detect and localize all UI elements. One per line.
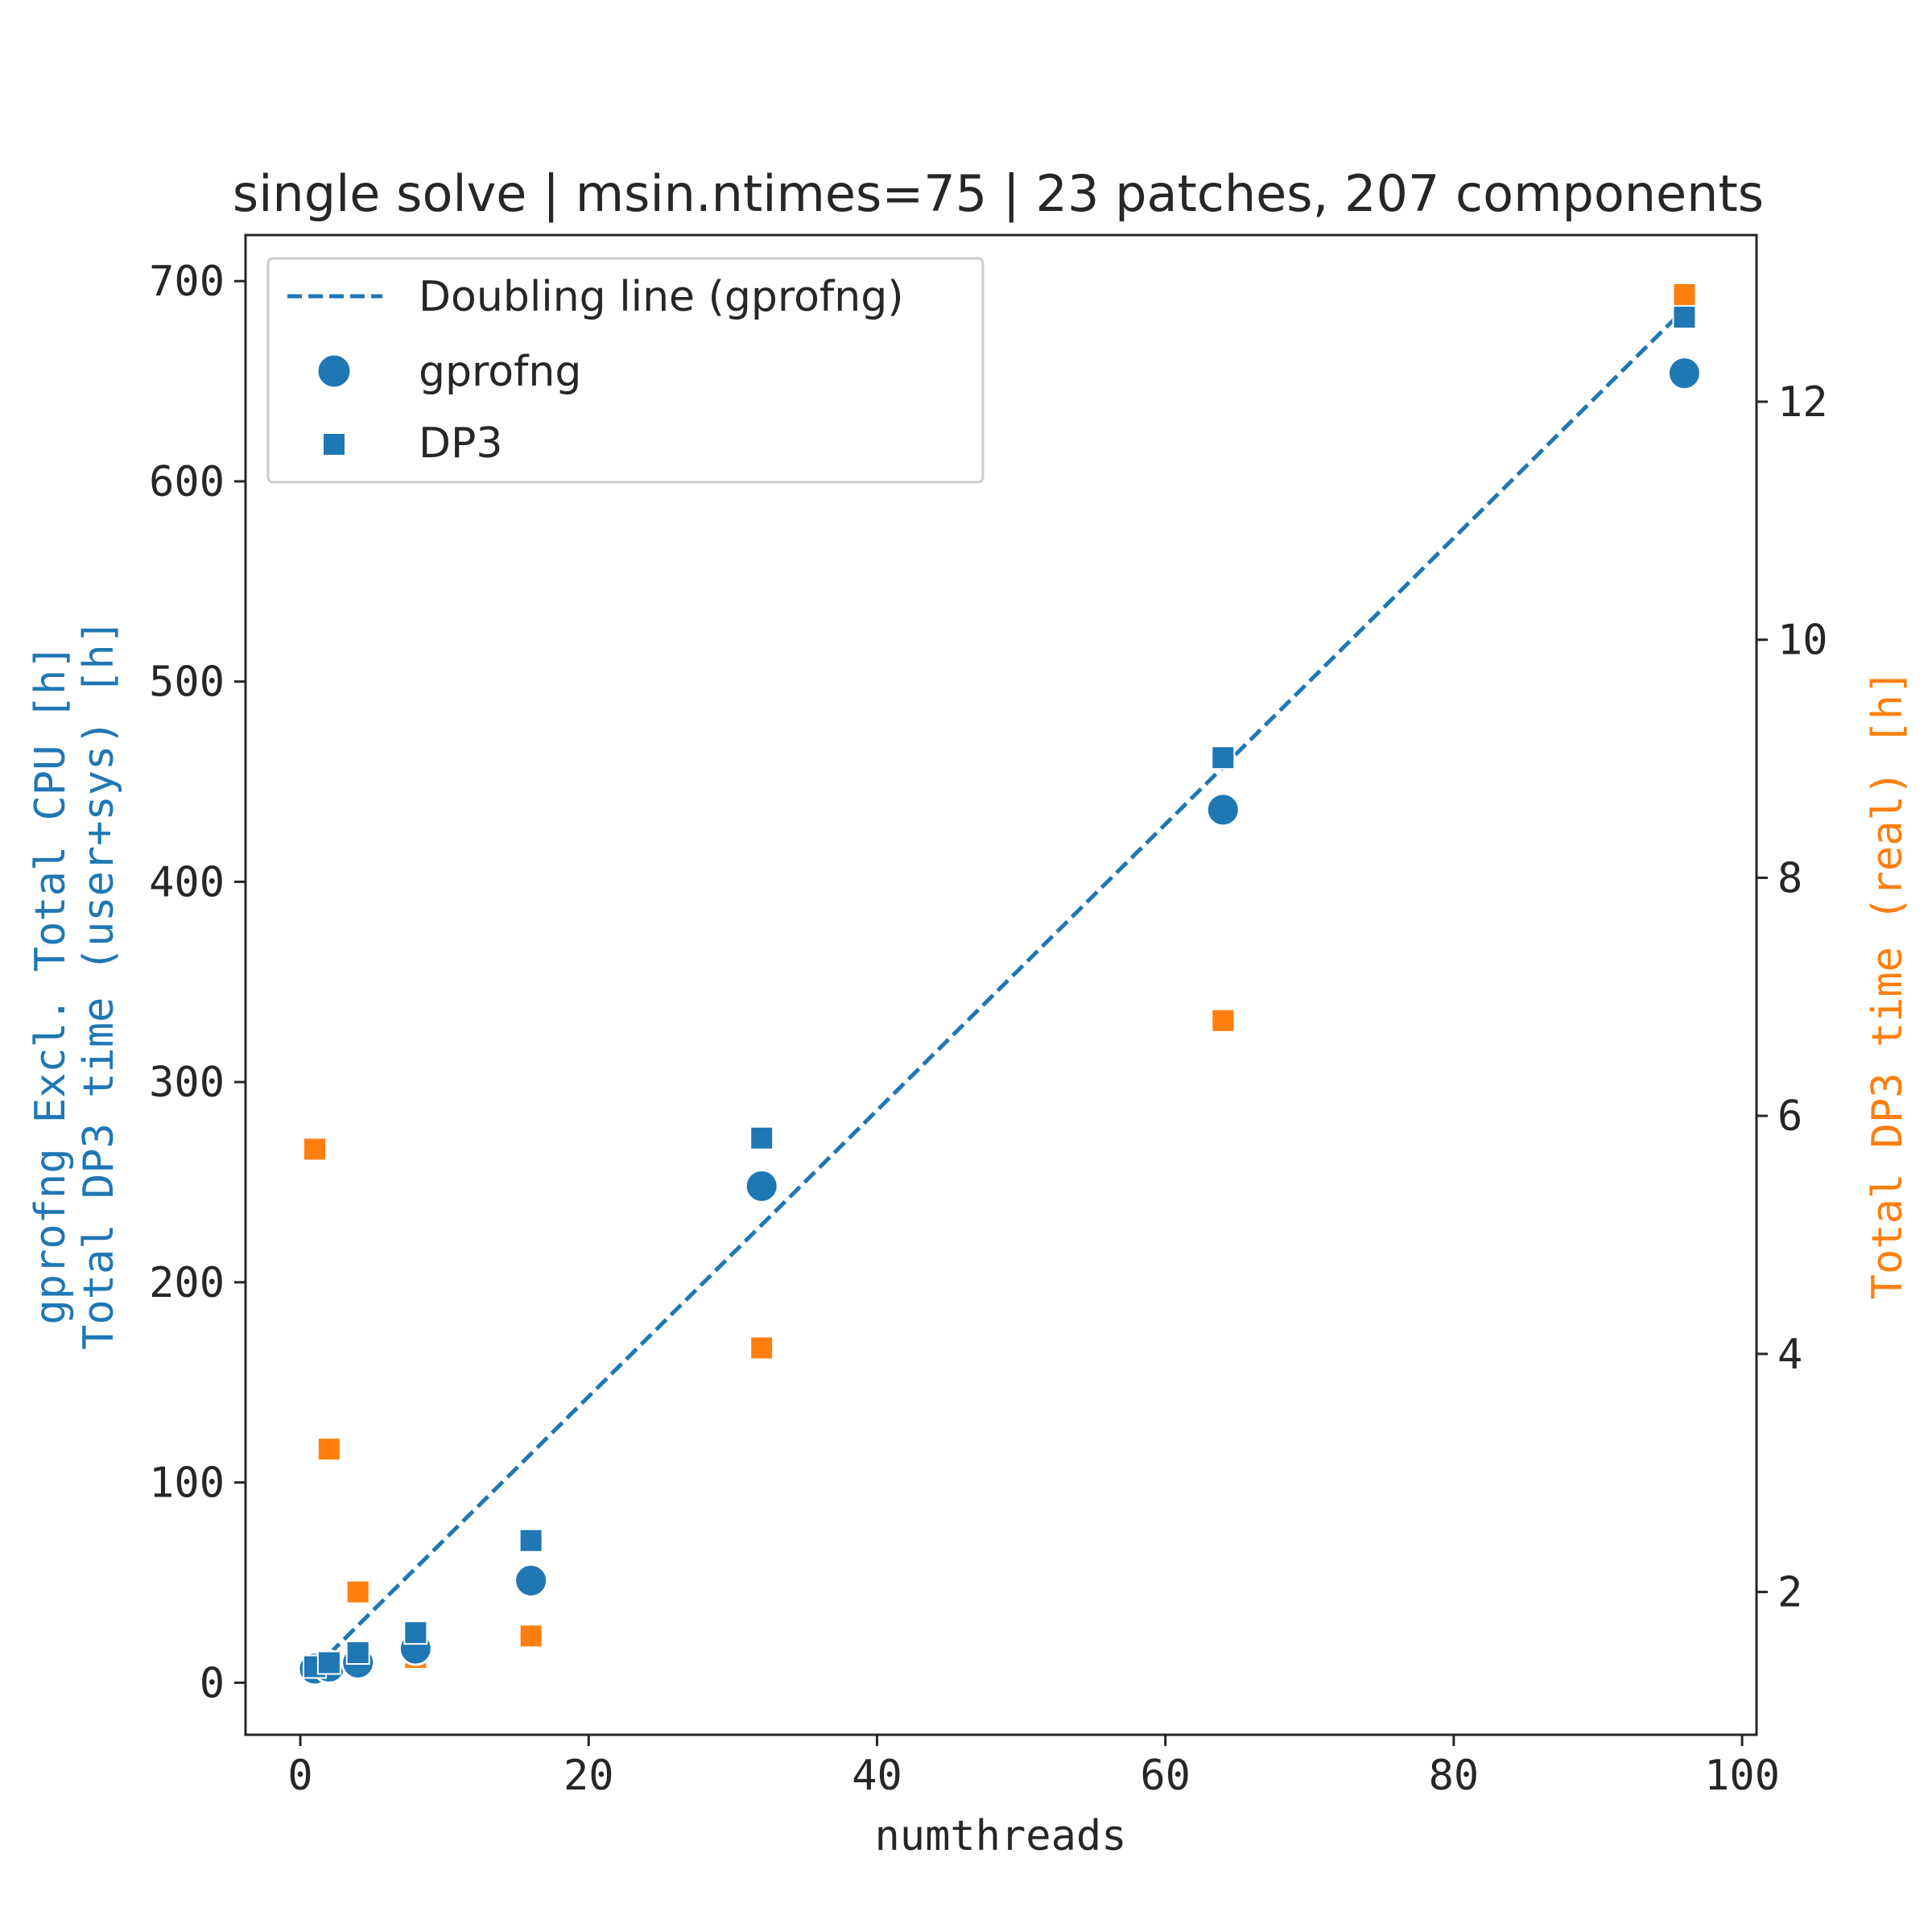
dp3-point: [518, 1528, 543, 1553]
doubling-line: [328, 308, 1686, 1656]
x-axis: 0 20 40 60 80 100: [287, 1735, 1780, 1800]
x-tick-label: 80: [1429, 1752, 1480, 1800]
y-axis-left: 0 100 200 300 400 500 600 700: [149, 258, 246, 1707]
x-axis-label: numthreads: [874, 1812, 1126, 1860]
y-left-tick-label: 300: [149, 1059, 225, 1107]
dp3-real-point: [345, 1579, 370, 1604]
gprofng-point: [1666, 356, 1702, 391]
y-right-tick-label: 10: [1777, 617, 1828, 665]
y-axis-right-label: Total DP3 time (real) [h]: [1864, 670, 1912, 1300]
x-tick-label: 0: [287, 1752, 312, 1800]
legend-box: [266, 257, 985, 484]
x-tick-label: 60: [1140, 1752, 1191, 1800]
gprofng-point: [514, 1563, 549, 1598]
dp3-point: [1672, 304, 1697, 329]
legend-label-doubling: Doubling line (gprofng): [419, 273, 904, 321]
gprofng-point: [744, 1168, 779, 1203]
dp3-point: [316, 1650, 341, 1675]
chart-title: single solve | msin.ntimes=75 | 23 patch…: [233, 164, 1764, 224]
dp3-point: [749, 1125, 774, 1150]
plot-frame: [244, 233, 1758, 1736]
y-right-tick-label: 8: [1777, 854, 1802, 902]
legend-label-gprofng: gprofng: [419, 348, 581, 396]
dp3-real-point: [302, 1137, 327, 1162]
dp3-real-point: [518, 1624, 543, 1649]
y-left-tick-label: 600: [149, 458, 225, 506]
legend-circle-swatch: [316, 353, 353, 390]
dp3-point: [345, 1641, 370, 1666]
y-left-tick-label: 500: [149, 658, 225, 707]
gprofng-point: [1205, 792, 1241, 828]
x-tick-label: 40: [852, 1752, 902, 1800]
dp3-point: [1211, 745, 1236, 770]
x-tick-label: 100: [1704, 1752, 1780, 1800]
x-tick-label: 20: [564, 1752, 614, 1800]
plot-area: [297, 282, 1702, 1686]
dp3-real-point: [749, 1335, 774, 1360]
y-right-tick-label: 6: [1777, 1092, 1802, 1141]
dp3-point: [403, 1620, 428, 1645]
y-left-tick-label: 700: [149, 258, 225, 306]
y-left-tick-label: 200: [149, 1259, 225, 1307]
y-right-tick-label: 4: [1777, 1331, 1802, 1379]
dp3-real-point: [1672, 282, 1697, 307]
dp3-real-point: [316, 1437, 341, 1462]
y-axis-left-label-line2: Total DP3 time (user+sys) [h]: [75, 619, 123, 1350]
y-left-tick-label: 100: [149, 1459, 225, 1508]
y-left-tick-label: 0: [200, 1659, 225, 1707]
y-left-tick-label: 400: [149, 858, 225, 906]
y-axis-left-label-line1: gprofng Excl. Total CPU [h]: [27, 644, 75, 1324]
legend-label-dp3: DP3: [419, 419, 502, 468]
dp3-real-point: [1211, 1008, 1236, 1033]
legend: Doubling line (gprofng) gprofng DP3: [266, 257, 985, 484]
y-right-tick-label: 2: [1777, 1569, 1802, 1617]
y-axis-right: 2 4 6 8 10 12: [1757, 378, 1828, 1617]
legend-square-swatch: [322, 432, 346, 456]
y-right-tick-label: 12: [1777, 378, 1828, 427]
